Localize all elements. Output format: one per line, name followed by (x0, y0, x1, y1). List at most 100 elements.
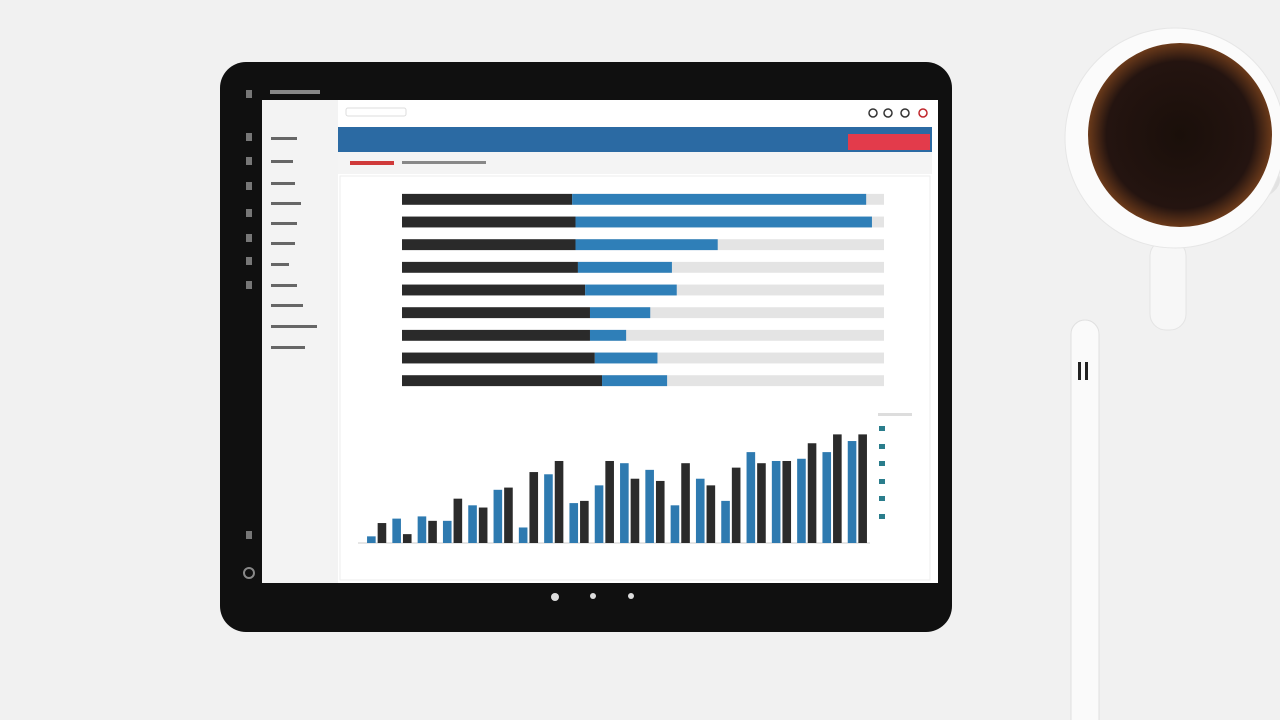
nav-icon[interactable] (628, 593, 634, 599)
stylus (1070, 319, 1100, 720)
rail-icon[interactable] (246, 531, 252, 539)
rail-icon[interactable] (246, 133, 252, 141)
bar (569, 503, 579, 543)
legend-swatch (879, 496, 885, 501)
sidebar-item[interactable] (271, 160, 293, 163)
toolbar-icons (868, 108, 928, 118)
bar (670, 505, 680, 543)
rail-icon[interactable] (246, 209, 252, 217)
bar (594, 352, 658, 364)
sidebar-item[interactable] (271, 202, 301, 205)
search-field[interactable] (345, 107, 407, 117)
coffee (1088, 43, 1272, 227)
bar (577, 261, 672, 273)
bar (630, 478, 640, 543)
bar (402, 307, 590, 319)
sidebar-item[interactable] (271, 325, 317, 328)
bar (377, 523, 387, 543)
bar (442, 520, 452, 543)
cup-handle (1149, 239, 1187, 331)
bar (620, 463, 629, 543)
app-name (270, 90, 320, 94)
toolbar-icon[interactable] (883, 108, 893, 118)
bar (402, 375, 603, 387)
bar (402, 261, 578, 273)
bar (428, 520, 437, 543)
bar (706, 485, 716, 543)
bar (594, 485, 604, 543)
bar (468, 505, 477, 543)
filter-text (402, 161, 486, 164)
bar (797, 458, 806, 543)
header-button[interactable] (848, 134, 930, 150)
sidebar-item[interactable] (271, 304, 303, 307)
bar (721, 500, 730, 543)
nav-icon[interactable] (551, 593, 559, 601)
bar (731, 467, 741, 543)
bar (402, 193, 573, 205)
toolbar-icon[interactable] (918, 108, 928, 118)
bar (645, 469, 654, 543)
sidebar-item[interactable] (271, 263, 289, 266)
bar (554, 460, 564, 543)
sidebar (262, 100, 338, 583)
filter-label (350, 161, 394, 165)
bar (402, 216, 576, 228)
bar (575, 239, 718, 251)
bar-track (402, 329, 884, 341)
bar (402, 534, 412, 543)
legend-swatch (879, 514, 885, 519)
bar (453, 498, 463, 543)
bar (757, 463, 766, 543)
stylus-mark (1085, 362, 1088, 380)
bar (847, 441, 857, 543)
header-bar (338, 127, 932, 152)
bar (367, 536, 376, 543)
legend-swatch (879, 479, 885, 484)
legend-swatch (879, 461, 885, 466)
nav-icon[interactable] (590, 593, 596, 599)
bar (402, 352, 595, 364)
sidebar-item[interactable] (271, 222, 297, 225)
legend-swatch (879, 444, 885, 449)
sidebar-item[interactable] (271, 182, 295, 185)
sidebar-item[interactable] (271, 346, 305, 349)
bar (807, 443, 817, 543)
sidebar-item[interactable] (271, 284, 297, 287)
bar (580, 500, 589, 543)
bar (493, 489, 503, 543)
bar (782, 460, 792, 543)
stylus-mark (1078, 362, 1081, 380)
toolbar-icon[interactable] (900, 108, 910, 118)
rail-icon[interactable] (246, 234, 252, 242)
bar (822, 452, 832, 543)
legend (878, 413, 912, 519)
bar (518, 527, 528, 543)
rail-icon[interactable] (243, 567, 255, 579)
bar (504, 487, 513, 543)
bar (529, 472, 539, 543)
bar (417, 516, 427, 543)
filter-bar (338, 152, 932, 174)
bar (655, 480, 665, 543)
bar (602, 375, 668, 387)
bar (392, 518, 401, 543)
sidebar-item[interactable] (271, 137, 297, 140)
bar (695, 478, 705, 543)
toolbar-icon[interactable] (868, 108, 878, 118)
rail-icon[interactable] (246, 90, 252, 98)
legend-swatch (879, 426, 885, 431)
legend-title (878, 413, 912, 416)
bar (746, 452, 756, 543)
bar (605, 460, 614, 543)
rail-icon[interactable] (246, 157, 252, 165)
bar (402, 329, 590, 341)
rail-icon[interactable] (246, 257, 252, 265)
rail-icon[interactable] (246, 281, 252, 289)
sidebar-item[interactable] (271, 242, 295, 245)
bar (771, 460, 781, 543)
rail-icons (243, 90, 255, 579)
rail-icon[interactable] (246, 182, 252, 190)
